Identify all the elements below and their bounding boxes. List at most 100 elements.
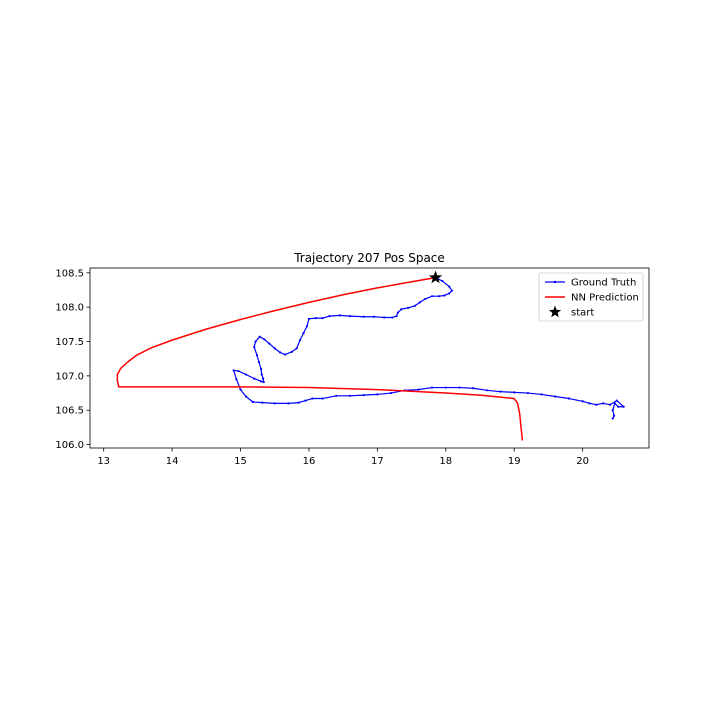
series-line-nn-prediction	[116, 276, 524, 441]
y-tick-label: 107.5	[55, 337, 84, 348]
data-point-ground-truth	[321, 397, 324, 400]
start-star-marker	[428, 270, 443, 284]
data-point-ground-truth	[396, 311, 399, 314]
x-tick-label: 14	[166, 456, 179, 467]
data-point-ground-truth	[273, 402, 276, 405]
data-point-ground-truth	[253, 345, 256, 349]
y-tick-label: 106.5	[55, 406, 84, 417]
axes-frame	[89, 267, 650, 449]
legend: Ground Truth NN Prediction start	[538, 272, 644, 322]
data-point-ground-truth	[253, 377, 256, 380]
data-point-ground-truth	[232, 369, 235, 372]
legend-ground-truth-marker	[553, 280, 557, 284]
data-point-ground-truth	[450, 289, 454, 292]
data-point-ground-truth	[348, 394, 352, 397]
legend-start-marker	[548, 305, 562, 318]
y-tick-label: 108.5	[55, 268, 84, 279]
legend-label-start: start	[571, 308, 594, 319]
data-point-ground-truth	[613, 414, 616, 417]
data-point-ground-truth	[348, 314, 352, 318]
x-tick-label: 19	[508, 456, 521, 467]
data-point-ground-truth	[295, 347, 298, 350]
data-point-ground-truth	[239, 388, 242, 391]
data-point-ground-truth	[335, 394, 338, 397]
data-point-ground-truth	[588, 402, 591, 405]
data-point-ground-truth	[321, 317, 324, 320]
data-point-ground-truth	[305, 325, 308, 328]
data-point-ground-truth	[244, 395, 248, 398]
data-point-ground-truth	[257, 361, 261, 364]
data-point-ground-truth	[259, 367, 263, 371]
data-point-ground-truth	[259, 380, 263, 383]
data-point-ground-truth	[235, 378, 238, 381]
data-point-ground-truth	[424, 297, 427, 301]
data-point-ground-truth	[418, 301, 421, 304]
data-point-ground-truth	[258, 335, 261, 338]
data-point-ground-truth	[389, 391, 393, 395]
data-point-ground-truth	[581, 400, 584, 403]
data-point-ground-truth	[302, 332, 305, 335]
data-point-ground-truth	[383, 316, 386, 319]
data-point-ground-truth	[431, 386, 434, 389]
x-tick-label: 15	[234, 456, 247, 467]
data-point-ground-truth	[611, 409, 614, 412]
data-point-ground-truth	[287, 402, 290, 405]
data-point-ground-truth	[554, 395, 557, 398]
data-point-ground-truth	[485, 389, 488, 392]
data-point-ground-truth	[328, 314, 331, 318]
data-point-ground-truth	[244, 373, 248, 376]
data-point-ground-truth	[615, 399, 618, 402]
data-point-ground-truth	[314, 317, 317, 320]
data-point-ground-truth	[448, 285, 451, 288]
legend-label-ground-truth: Ground Truth	[571, 278, 636, 289]
data-point-ground-truth	[407, 306, 410, 309]
data-point-ground-truth	[251, 400, 254, 404]
data-point-ground-truth	[283, 353, 287, 356]
data-point-ground-truth	[417, 388, 420, 391]
data-point-ground-truth	[400, 308, 403, 311]
data-point-ground-truth	[499, 390, 502, 393]
data-point-ground-truth	[298, 339, 302, 342]
data-point-ground-truth	[263, 338, 266, 341]
data-point-ground-truth	[391, 316, 394, 319]
data-point-ground-truth	[307, 317, 311, 320]
data-point-ground-truth	[441, 279, 444, 283]
data-point-ground-truth	[376, 393, 379, 396]
data-point-ground-truth	[413, 304, 417, 307]
data-point-ground-truth	[255, 354, 259, 357]
y-tick-label: 108.0	[55, 303, 84, 314]
data-point-ground-truth	[273, 347, 276, 350]
data-point-ground-truth	[608, 403, 612, 406]
data-point-ground-truth	[372, 315, 376, 318]
data-point-ground-truth	[617, 405, 620, 408]
legend-label-nn-prediction: NN Prediction	[571, 293, 639, 304]
data-point-ground-truth	[268, 342, 271, 345]
axes: 13 14 15 16 17 18 19 20 106.0 106.5 107.0 107.5 108.…	[55, 267, 650, 467]
data-point-ground-truth	[262, 380, 265, 384]
data-point-ground-truth	[540, 393, 543, 396]
data-point-ground-truth	[437, 295, 441, 298]
legend-box	[538, 272, 644, 322]
data-point-ground-truth	[526, 391, 529, 395]
x-tick-label: 17	[371, 456, 384, 467]
data-point-ground-truth	[458, 386, 461, 389]
y-tick-label: 107.0	[55, 371, 84, 382]
data-point-ground-truth	[297, 401, 300, 404]
data-point-ground-truth	[602, 402, 605, 405]
y-tick-label: 106.0	[55, 440, 84, 451]
data-point-ground-truth	[254, 340, 257, 343]
data-point-ground-truth	[304, 399, 307, 402]
data-point-ground-truth	[260, 373, 263, 376]
x-tick-label: 18	[439, 456, 452, 467]
data-point-ground-truth	[443, 294, 446, 297]
data-point-ground-truth	[262, 377, 265, 380]
chart-title: Trajectory 207 Pos Space	[293, 251, 445, 265]
data-point-ground-truth	[444, 386, 447, 389]
data-point-ground-truth	[362, 315, 365, 318]
x-tick-label: 16	[303, 456, 316, 467]
plot-area	[116, 270, 625, 441]
data-point-ground-truth	[237, 369, 240, 373]
data-point-ground-truth	[311, 397, 314, 400]
